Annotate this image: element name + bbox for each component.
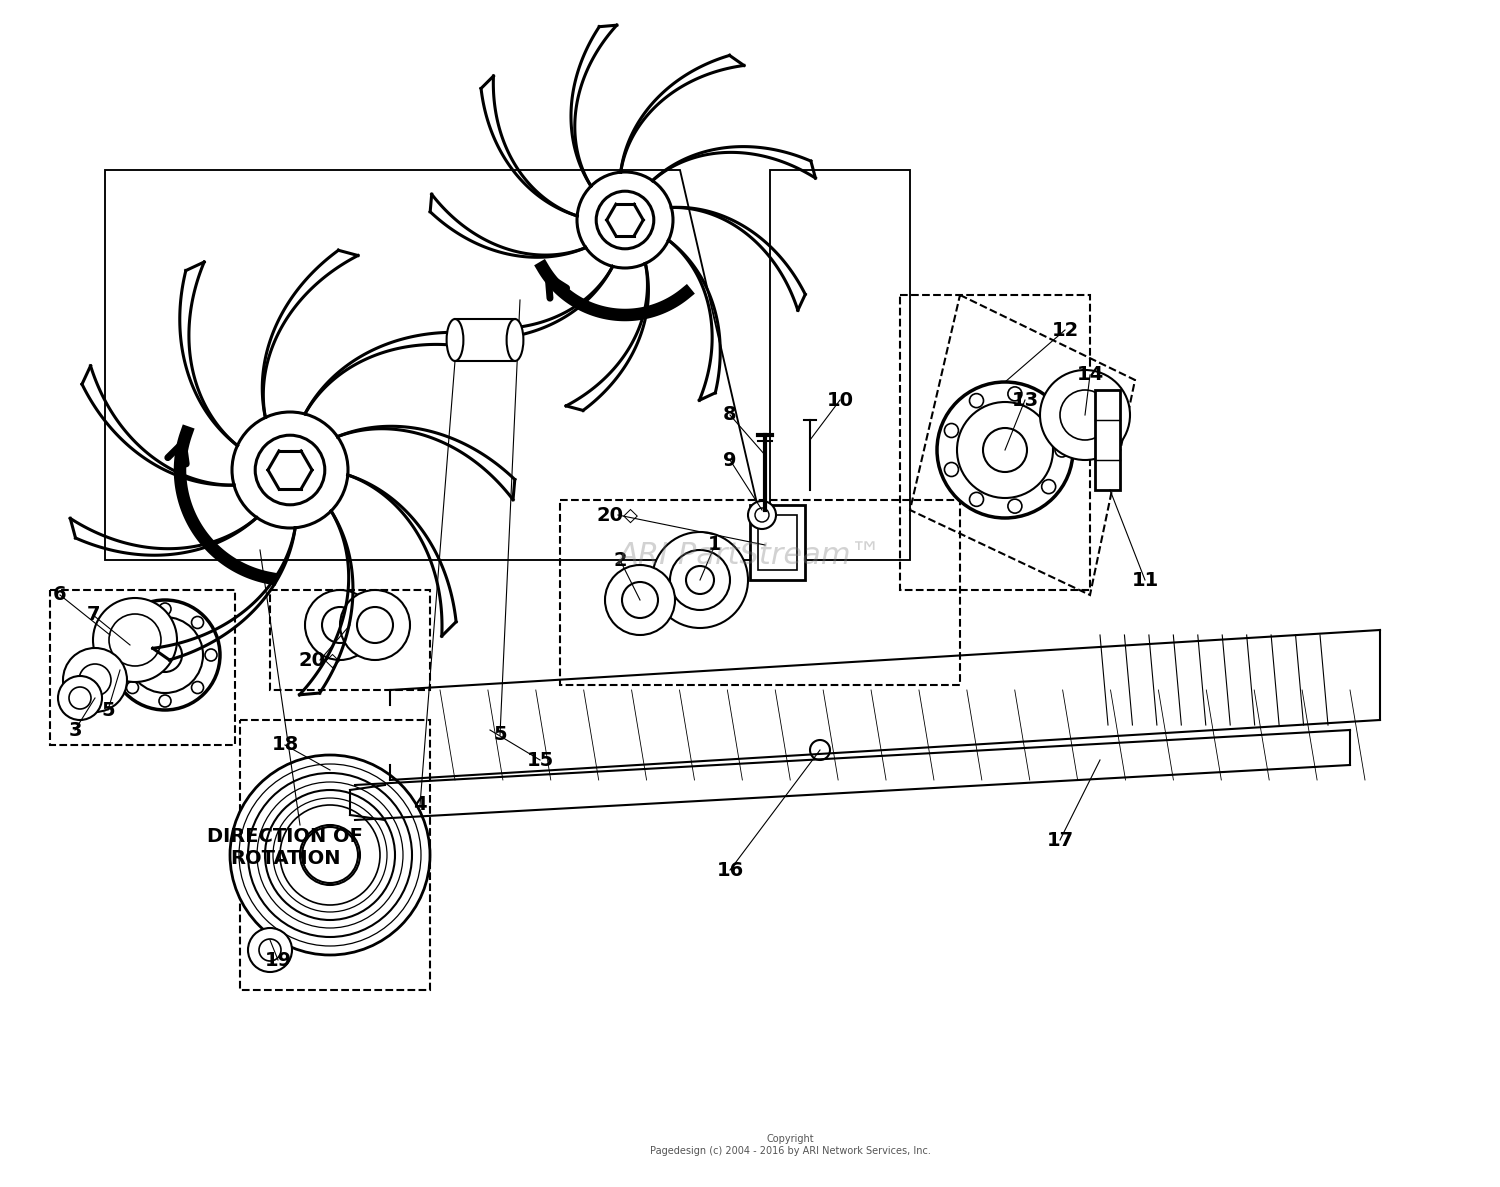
Text: 12: 12 [1052,320,1078,339]
Circle shape [126,681,138,693]
Circle shape [748,501,776,529]
Circle shape [248,773,412,937]
Circle shape [148,637,182,672]
Circle shape [969,394,984,407]
Circle shape [80,664,111,696]
Circle shape [255,436,326,504]
Circle shape [982,429,1028,472]
Circle shape [652,532,748,628]
Text: 4: 4 [413,795,428,814]
Circle shape [69,687,92,709]
Circle shape [128,617,202,693]
Circle shape [1040,370,1130,461]
Circle shape [300,825,360,886]
Circle shape [1060,391,1110,440]
Text: 17: 17 [1047,831,1074,850]
Circle shape [248,928,292,972]
Text: Copyright
Pagedesign (c) 2004 - 2016 by ARI Network Services, Inc.: Copyright Pagedesign (c) 2004 - 2016 by … [650,1135,930,1156]
Circle shape [93,598,177,683]
Circle shape [957,402,1053,499]
Text: 16: 16 [717,861,744,880]
Ellipse shape [447,319,464,361]
Circle shape [260,939,280,961]
Text: 9: 9 [723,451,736,470]
Text: 3: 3 [69,721,81,740]
Text: 1: 1 [708,535,722,554]
Circle shape [159,603,171,615]
Text: 11: 11 [1131,571,1158,590]
Circle shape [230,755,430,956]
Circle shape [232,412,348,528]
Circle shape [1041,480,1056,494]
Circle shape [596,191,654,249]
Circle shape [126,616,138,628]
Circle shape [686,566,714,594]
Text: 20◇: 20◇ [298,650,340,669]
Circle shape [622,582,658,618]
Circle shape [945,463,958,476]
Bar [1095,391,1120,490]
Ellipse shape [507,319,524,361]
Text: 19: 19 [264,951,291,970]
Circle shape [63,648,128,712]
Circle shape [266,791,394,920]
Circle shape [938,382,1072,518]
Text: 2: 2 [614,551,627,570]
Text: 6: 6 [53,585,68,604]
Text: 18: 18 [272,736,298,755]
Circle shape [192,681,204,693]
Circle shape [754,508,770,522]
Circle shape [1008,500,1022,513]
Text: 10: 10 [827,391,854,410]
Circle shape [357,607,393,643]
Circle shape [1008,387,1022,401]
Circle shape [280,805,380,904]
Circle shape [340,590,410,660]
Bar [454,319,514,361]
Circle shape [810,740,830,760]
Bar [750,504,806,580]
Circle shape [159,696,171,707]
Circle shape [604,565,675,635]
Circle shape [1041,406,1056,420]
Circle shape [110,614,160,666]
Circle shape [670,550,730,610]
Circle shape [112,649,125,661]
Circle shape [945,424,958,438]
Text: 5: 5 [100,700,116,719]
Circle shape [192,616,204,628]
Text: 13: 13 [1011,391,1038,410]
Circle shape [322,607,358,643]
Text: 8: 8 [723,406,736,425]
Text: 14: 14 [1077,366,1104,385]
Text: DIRECTION OF
ROTATION: DIRECTION OF ROTATION [207,826,363,868]
Circle shape [302,827,358,883]
Text: ARI PartStream™: ARI PartStream™ [618,540,882,570]
Circle shape [578,172,674,268]
Text: 20◇: 20◇ [597,506,639,525]
Circle shape [304,590,375,660]
Circle shape [1054,443,1070,457]
Text: 15: 15 [526,750,554,769]
Circle shape [58,677,102,721]
Circle shape [110,599,220,710]
Text: 7: 7 [86,605,99,624]
Bar [758,515,796,570]
Circle shape [969,493,984,507]
Text: 5: 5 [494,725,507,744]
Circle shape [206,649,218,661]
